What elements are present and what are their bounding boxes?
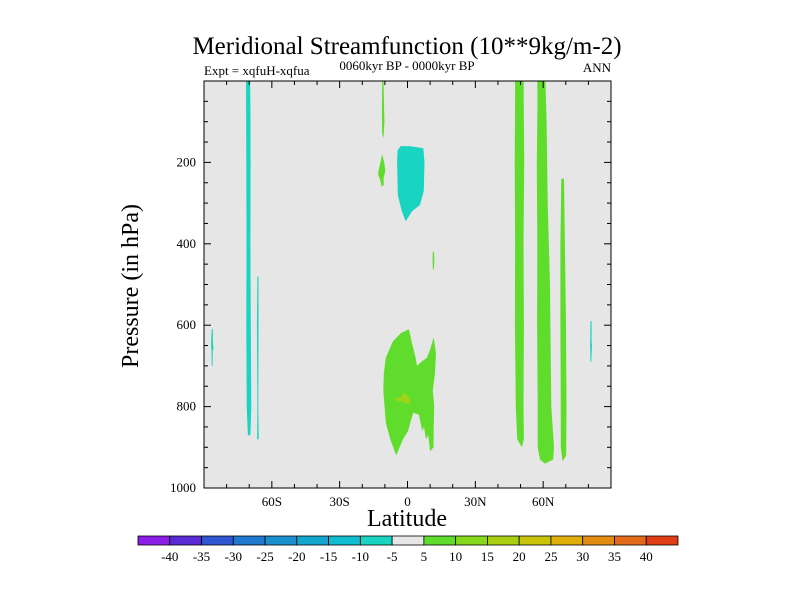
x-tick-label: 60S — [262, 494, 282, 509]
x-tick-label: 30S — [330, 494, 350, 509]
contour-region-negative-5-to-10-lat-81 — [590, 321, 592, 362]
colorbar-swatch — [328, 535, 361, 546]
x-axis: 60S 30S 0 30N 60N — [203, 81, 612, 509]
colorbar-level-label: -5 — [387, 549, 398, 564]
colorbar-swatch — [582, 535, 615, 546]
plot-area: 200 400 600 800 1000 60S 30S 0 30N 60N — [170, 80, 612, 509]
contour-region-positive-10-to-15-core — [393, 392, 411, 405]
colorbar-swatch — [423, 535, 457, 546]
colorbar-level-label: 35 — [608, 549, 621, 564]
colorbar-swatch — [201, 535, 234, 546]
colorbar-swatch — [296, 535, 329, 546]
experiment-label: Expt = xqfuH-xqfua — [204, 63, 310, 78]
colorbar-level-label: 15 — [481, 549, 494, 564]
colorbar: -40 -35 -30 -25 -20 -15 -10 -5 5 10 15 20 25 30 35 40 — [137, 535, 679, 564]
colorbar-swatch — [264, 535, 298, 546]
contour-region-positive-5-to-10-lower-tropics — [383, 329, 436, 456]
colorbar-swatch — [645, 535, 679, 546]
colorbar-level-label: 25 — [544, 549, 557, 564]
contour-region-negative-5-to-10-upper-tropics — [397, 146, 425, 222]
colorbar-swatch — [487, 535, 520, 546]
y-tick-label: 1000 — [170, 480, 196, 495]
contour-region-negative-5-to-10-lat-66 — [256, 276, 259, 440]
colorbar-swatch — [232, 535, 266, 546]
colorbar-swatch — [550, 535, 584, 546]
colorbar-swatch — [614, 535, 647, 546]
x-tick-label: 0 — [404, 494, 411, 509]
contour-region-negative-5-to-10-lat-86 — [211, 329, 214, 366]
colorbar-level-label: 10 — [449, 549, 462, 564]
x-axis-label: Latitude — [367, 506, 447, 532]
colorbar-level-label: 20 — [513, 549, 526, 564]
colorbar-level-label: -10 — [352, 549, 369, 564]
colorbar-swatch — [137, 535, 171, 546]
y-tick-label: 600 — [177, 317, 197, 332]
colorbar-level-label: -15 — [320, 549, 337, 564]
colorbar-level-label: -25 — [256, 549, 273, 564]
x-tick-label: 30N — [464, 494, 487, 509]
colorbar-swatch — [169, 535, 202, 546]
colorbar-level-label: -20 — [288, 549, 305, 564]
x-tick-label: 60N — [532, 494, 555, 509]
y-tick-label: 400 — [177, 236, 197, 251]
colorbar-swatch — [359, 535, 393, 546]
contour-region-positive-5-to-10-lat-50 — [514, 81, 525, 448]
colorbar-level-label: -40 — [161, 549, 178, 564]
colorbar-swatch — [518, 535, 552, 546]
contour-region-positive-5-to-10-lat-11 — [432, 251, 435, 271]
colorbar-level-label: -30 — [225, 549, 242, 564]
contour-region-positive-5-to-10-lat-62 — [536, 81, 554, 464]
colorbar-level-label: -35 — [193, 549, 210, 564]
colorbar-swatch — [455, 535, 488, 546]
time-range-label: 0060kyr BP - 0000kyr BP — [339, 58, 474, 73]
y-axis-label: Pressure (in hPa) — [118, 204, 144, 368]
y-axis: 200 400 600 800 1000 — [170, 80, 611, 495]
contour-region-negative-5-to-10-lat-72 — [246, 81, 252, 436]
colorbar-level-label: 30 — [576, 549, 589, 564]
colorbar-swatch — [391, 535, 425, 546]
contour-region-positive-5-to-10-south-blob — [378, 154, 386, 187]
contour-region-positive-5-to-10-upper-south — [381, 81, 385, 138]
chart-title: Meridional Streamfunction (10**9kg/m-2) — [192, 33, 621, 60]
contour-region-positive-5-to-10-lat-70 — [560, 178, 567, 462]
y-tick-label: 200 — [177, 154, 197, 169]
colorbar-level-label: 5 — [421, 549, 428, 564]
season-label: ANN — [583, 60, 612, 75]
y-tick-label: 800 — [177, 399, 197, 414]
colorbar-level-label: 40 — [640, 549, 653, 564]
contour-regions — [211, 81, 592, 464]
